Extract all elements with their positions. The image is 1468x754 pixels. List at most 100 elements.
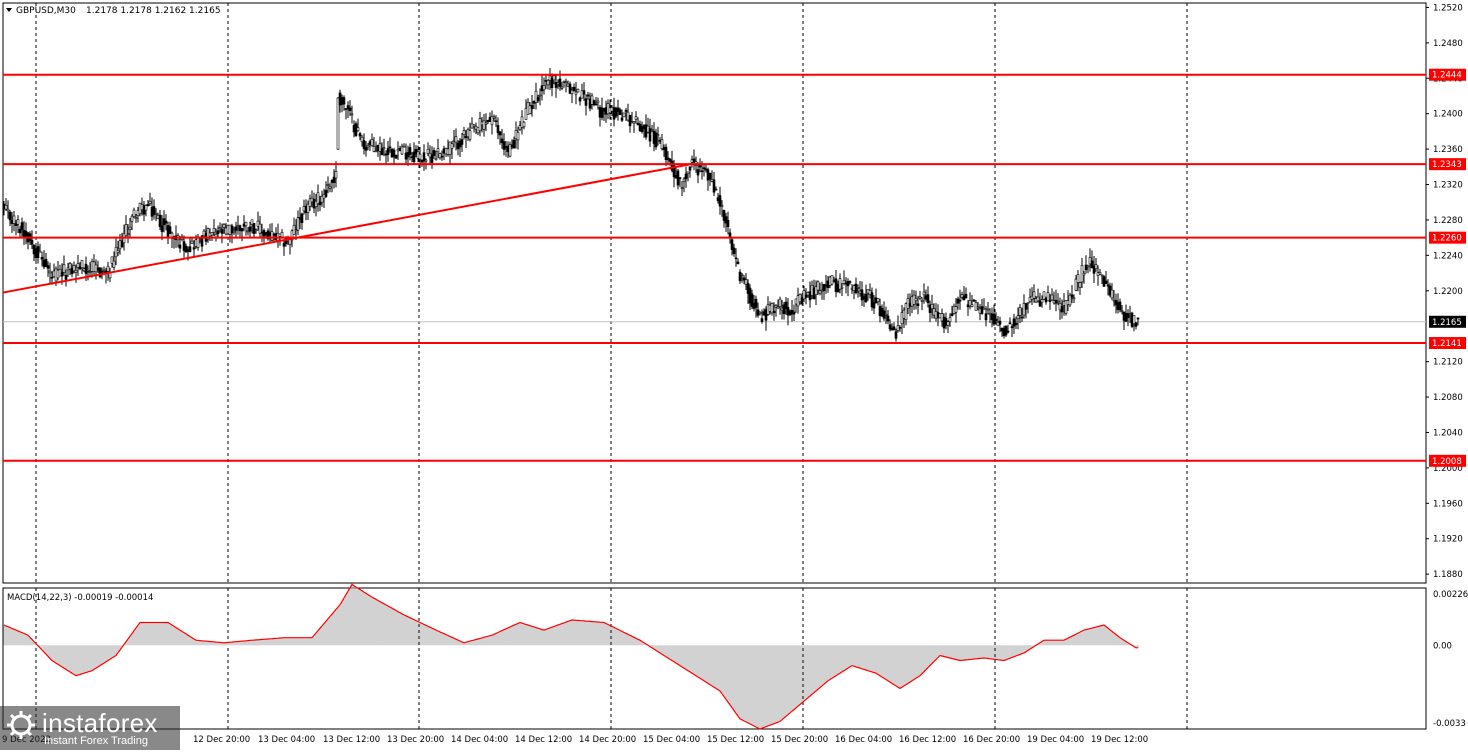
- candle-body: [210, 232, 214, 236]
- candle-body: [202, 230, 206, 237]
- candle-body: [408, 147, 412, 155]
- candle-body: [1082, 272, 1086, 276]
- candle-body: [546, 80, 550, 86]
- candle-body: [226, 225, 230, 235]
- candle-body: [572, 86, 576, 92]
- candle-body: [516, 132, 520, 141]
- candle-body: [62, 264, 66, 273]
- candle-body: [578, 97, 582, 102]
- candle-body: [1004, 326, 1008, 336]
- candle-body: [1018, 307, 1022, 316]
- candle-body: [76, 263, 80, 268]
- candle-body: [336, 97, 340, 150]
- candle-body: [1134, 322, 1138, 327]
- candle-body: [46, 265, 50, 269]
- candle-body: [1120, 310, 1124, 312]
- candle-body: [326, 184, 330, 186]
- candle-body: [334, 171, 338, 179]
- candle-body: [328, 186, 332, 189]
- price-tick-label: 1.1960: [1433, 499, 1463, 509]
- candle-body: [1074, 278, 1078, 291]
- candle-body: [472, 124, 476, 128]
- candle-body: [40, 256, 44, 260]
- time-tick-label: 19 Dec 04:00: [1027, 735, 1084, 745]
- candle-body: [576, 89, 580, 93]
- candle-body: [1030, 295, 1034, 300]
- candle-body: [146, 204, 150, 207]
- level-price-tag-label: 1.2343: [1432, 160, 1462, 170]
- candle-body: [1124, 313, 1128, 322]
- candle-body: [246, 230, 250, 233]
- candle-body: [124, 224, 128, 236]
- time-tick-label: 15 Dec 12:00: [707, 735, 764, 745]
- candle-body: [78, 266, 82, 270]
- ohlc-label: 1.2178 1.2178 1.2162 1.2165: [86, 6, 221, 16]
- candle-body: [418, 153, 422, 160]
- level-price-tag: [1429, 68, 1466, 81]
- level-price-tag: [1429, 158, 1466, 171]
- candle-body: [426, 148, 430, 154]
- candle-body: [982, 307, 986, 310]
- candle-body: [44, 259, 48, 268]
- candle-body: [872, 301, 876, 309]
- candle-body: [1118, 301, 1122, 311]
- candle-body: [1116, 302, 1120, 310]
- candle-body: [100, 271, 104, 273]
- candle-body: [102, 269, 106, 272]
- candle-body: [1108, 285, 1112, 296]
- candle-body: [686, 171, 690, 174]
- candle-body: [468, 130, 472, 140]
- candle-body: [684, 173, 688, 180]
- candle-body: [438, 153, 442, 159]
- candle-body: [1104, 280, 1108, 285]
- candle-body: [886, 315, 890, 322]
- candle-body: [500, 138, 504, 143]
- candle-body: [362, 140, 366, 149]
- candle-body: [60, 271, 64, 277]
- candle-body: [358, 133, 362, 137]
- candle-body: [1048, 300, 1052, 302]
- candle-body: [784, 301, 788, 309]
- candle-body: [200, 235, 204, 247]
- candle-body: [1010, 326, 1014, 329]
- price-tick-label: 1.1920: [1433, 535, 1463, 545]
- candle-body: [696, 169, 700, 176]
- candle-body: [950, 313, 954, 316]
- candle-body: [1136, 317, 1140, 320]
- candle-body: [800, 297, 804, 304]
- candle-body: [772, 310, 776, 314]
- candle-body: [90, 261, 94, 272]
- candle-body: [692, 158, 696, 164]
- candle-body: [760, 318, 764, 322]
- candle-body: [958, 299, 962, 302]
- candle-body: [984, 313, 988, 321]
- candle-body: [666, 157, 670, 160]
- candle-body: [680, 187, 684, 189]
- candle-body: [530, 104, 534, 110]
- candle-body: [138, 202, 142, 214]
- candle-body: [848, 281, 852, 283]
- candle-body: [1128, 313, 1132, 316]
- candle-body: [92, 261, 96, 272]
- candle-body: [150, 206, 154, 217]
- symbol-label: GBPUSD,M30: [16, 6, 76, 16]
- candle-body: [1072, 297, 1076, 300]
- candle-body: [1014, 322, 1018, 326]
- candle-body: [1036, 296, 1040, 302]
- candle-body: [622, 112, 626, 118]
- macd-signal-line: [3, 583, 1138, 730]
- candle-body: [12, 215, 16, 224]
- candle-body: [250, 219, 254, 225]
- candle-body: [640, 126, 644, 132]
- candle-body: [296, 217, 300, 231]
- candle-body: [954, 306, 958, 313]
- current-price-tag-label: 1.2165: [1432, 318, 1462, 328]
- candle-body: [382, 147, 386, 150]
- candle-body: [628, 114, 632, 127]
- candle-body: [10, 220, 14, 224]
- candle-body: [128, 226, 132, 230]
- time-tick-label: 12 Dec 20:00: [193, 735, 250, 745]
- candle-body: [318, 201, 322, 206]
